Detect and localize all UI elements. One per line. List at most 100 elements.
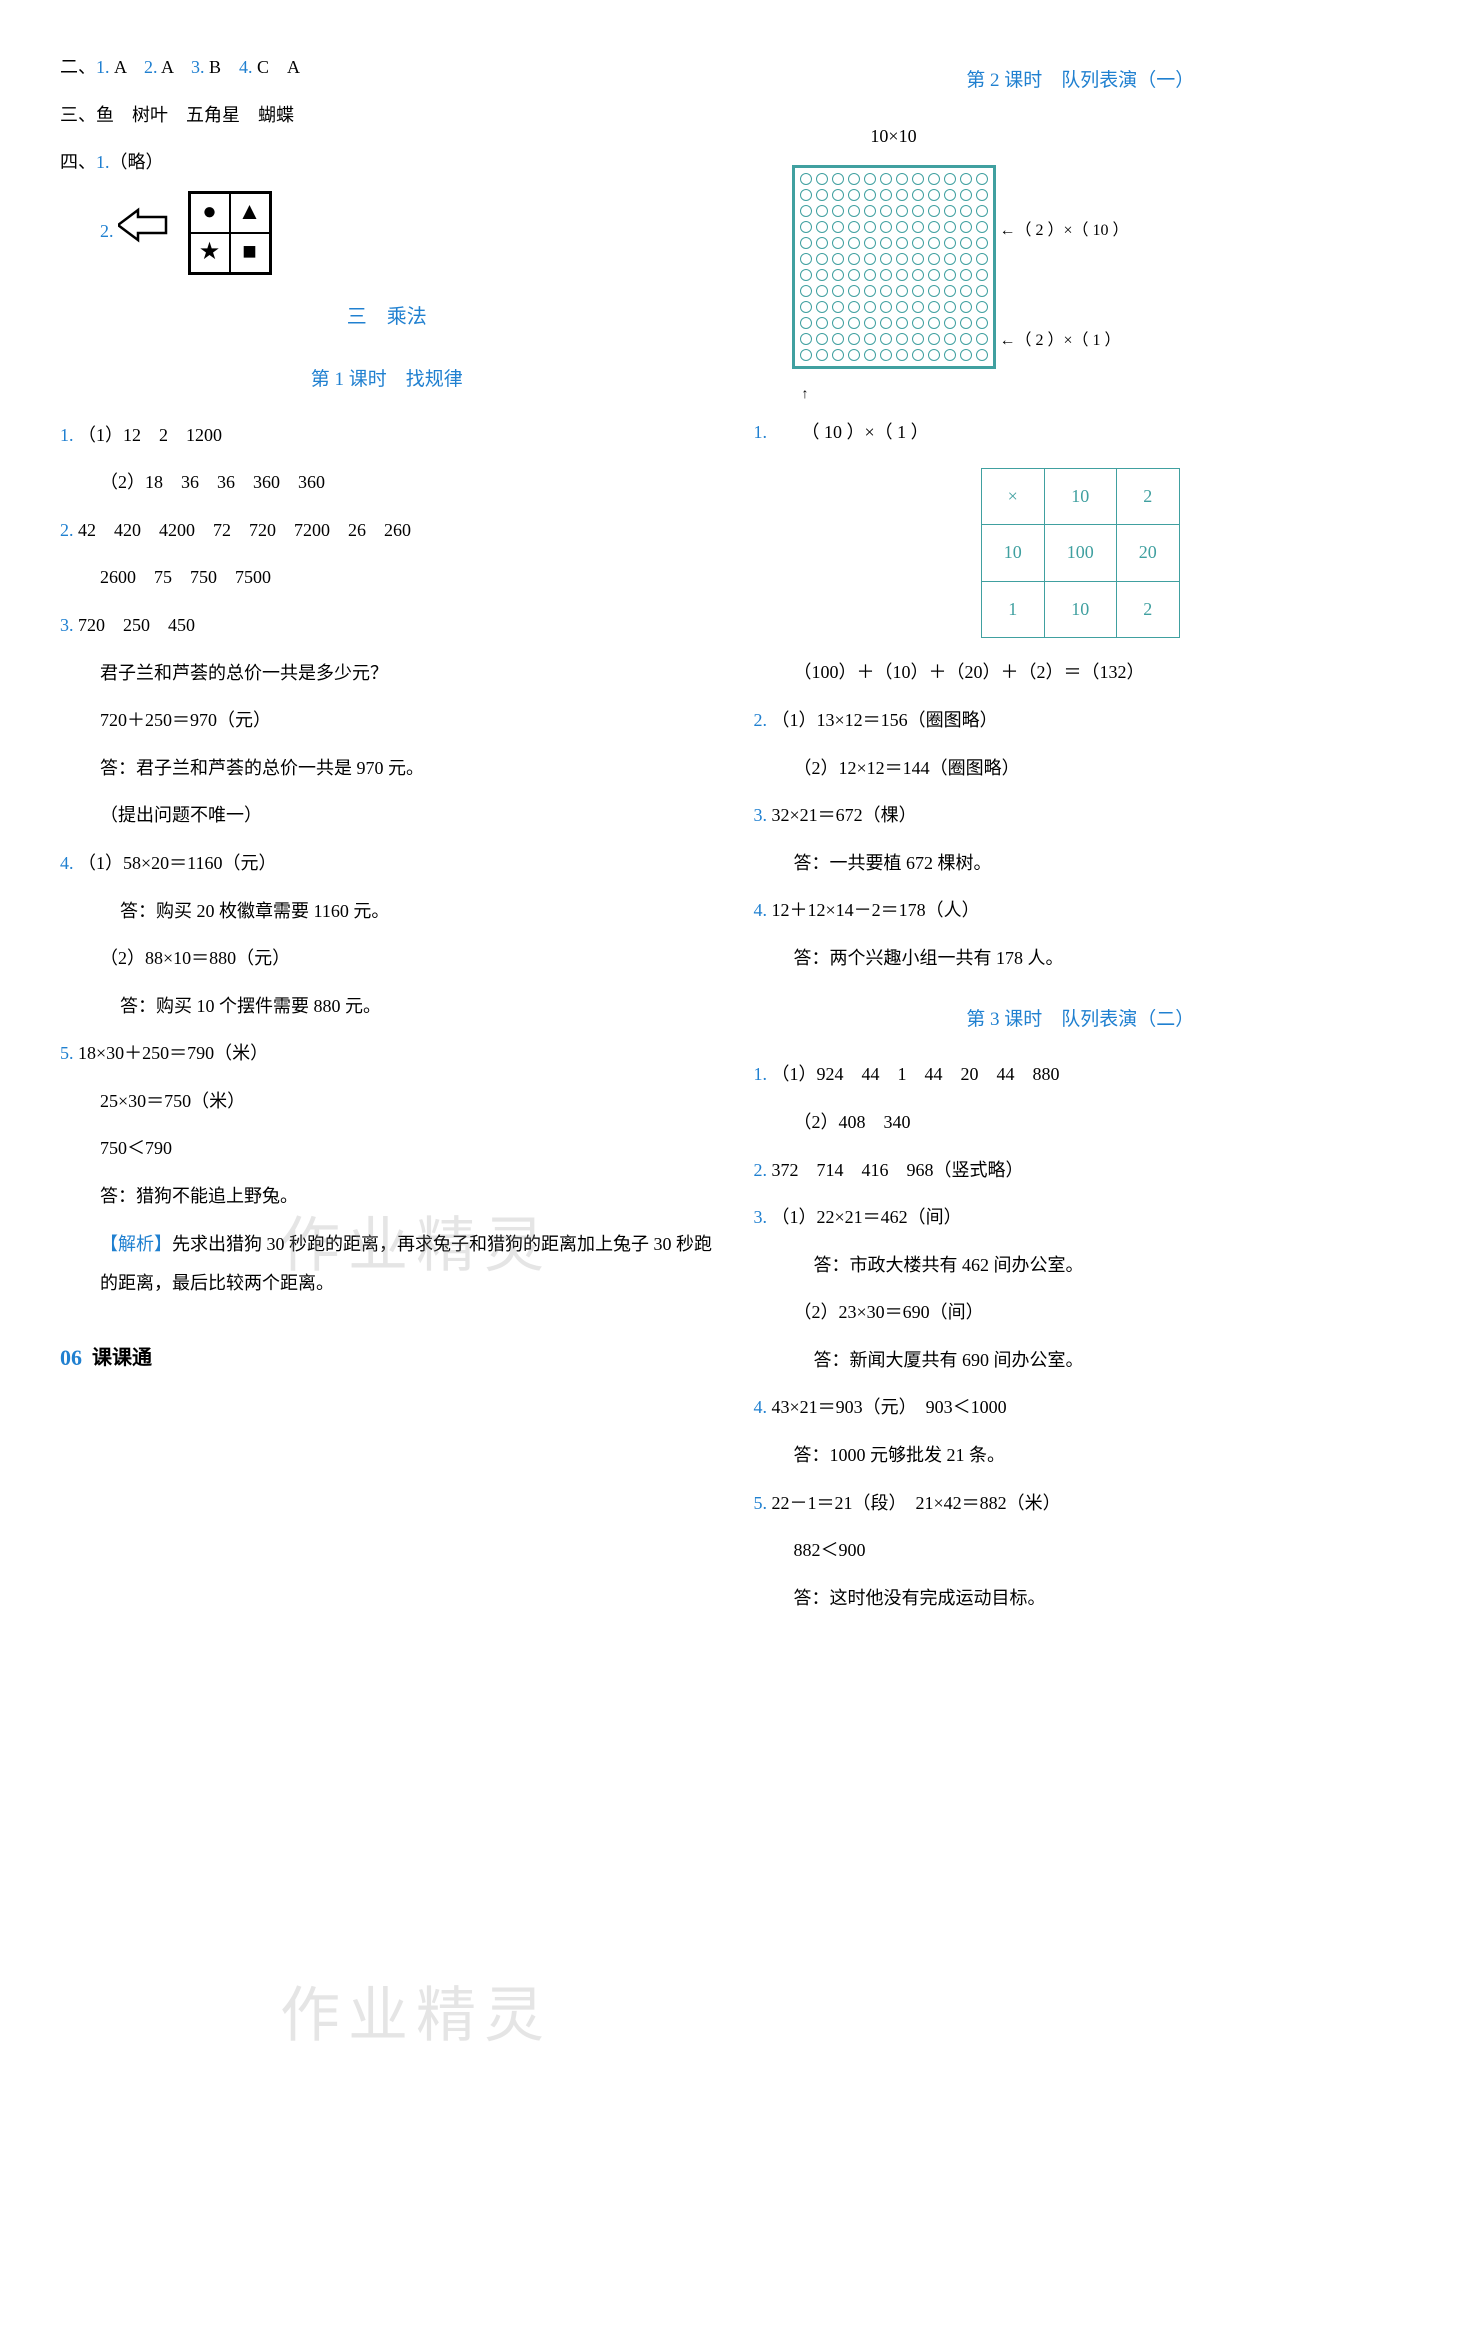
- shape-square-icon: ■: [230, 233, 270, 273]
- dot-icon: [976, 189, 988, 201]
- dot-icon: [960, 333, 972, 345]
- grid-right2: ←（ 2 ）×（ 1 ）: [1000, 323, 1121, 358]
- q4-1b: 答：购买 20 枚徽章需要 1160 元。: [60, 892, 714, 932]
- q3-a: 3. 720 250 450: [60, 606, 714, 646]
- dot-icon: [944, 285, 956, 297]
- dot-icon: [896, 189, 908, 201]
- s5-a: 5. 22－1＝21（段） 21×42＝882（米）: [754, 1484, 1408, 1524]
- dot-icon: [832, 205, 844, 217]
- dot-icon: [832, 189, 844, 201]
- dot-icon: [800, 253, 812, 265]
- r3-a: 3. 32×21＝672（棵）: [754, 796, 1408, 836]
- r3-b: 答：一共要植 672 棵树。: [754, 844, 1408, 884]
- dot-icon: [864, 205, 876, 217]
- t: 720 250 450: [78, 615, 195, 635]
- dot-icon: [800, 237, 812, 249]
- dot-icon: [848, 253, 860, 265]
- s3-2b: 答：新闻大厦共有 690 间办公室。: [754, 1341, 1408, 1381]
- t: 18×30＋250＝790（米）: [78, 1043, 268, 1063]
- n3: 3.: [191, 57, 205, 77]
- dot-icon: [960, 205, 972, 217]
- s1-2: （2）408 340: [754, 1103, 1408, 1143]
- analysis-text: 先求出猎狗 30 秒跑的距离，再求兔子和猎狗的距离加上兔子 30 秒跑的距离，最…: [100, 1234, 712, 1294]
- dot-icon: [928, 205, 940, 217]
- dot-icon: [976, 349, 988, 361]
- dot-icon: [928, 269, 940, 281]
- dot-icon: [896, 301, 908, 313]
- n1: 1.: [96, 57, 110, 77]
- dot-icon: [864, 317, 876, 329]
- dot-icon: [832, 349, 844, 361]
- dot-icon: [816, 205, 828, 217]
- dot-icon: [928, 173, 940, 185]
- dot-icon: [976, 333, 988, 345]
- dot-icon: [880, 349, 892, 361]
- dot-icon: [864, 253, 876, 265]
- q5-d: 答：猎狗不能追上野兔。: [60, 1177, 714, 1217]
- dot-icon: [960, 221, 972, 233]
- dot-icon: [800, 189, 812, 201]
- n: 1.: [96, 152, 110, 172]
- dot-icon: [832, 173, 844, 185]
- dot-icon: [928, 285, 940, 297]
- dot-icon: [912, 189, 924, 201]
- lesson1-title: 第 1 课时 找规律: [60, 359, 714, 401]
- shape-star-icon: ★: [190, 233, 230, 273]
- dot-icon: [864, 301, 876, 313]
- dot-icon: [928, 221, 940, 233]
- dot-icon: [832, 269, 844, 281]
- dot-icon: [800, 333, 812, 345]
- dot-icon: [928, 349, 940, 361]
- dot-icon: [816, 237, 828, 249]
- n4: 4.: [239, 57, 253, 77]
- dot-icon: [912, 349, 924, 361]
- dot-icon: [800, 269, 812, 281]
- dot-icon: [960, 285, 972, 297]
- dot-icon: [896, 221, 908, 233]
- dot-icon: [928, 237, 940, 249]
- dot-icon: [976, 285, 988, 297]
- n2: 2.: [144, 57, 158, 77]
- dot-icon: [944, 301, 956, 313]
- r4-a: 4. 12＋12×14－2＝178（人）: [754, 891, 1408, 931]
- row-san: 三、鱼 树叶 五角星 蝴蝶: [60, 96, 714, 136]
- dot-icon: [864, 173, 876, 185]
- row-er: 二、1. A 2. A 3. B 4. C A: [60, 48, 714, 88]
- dot-icon: [896, 349, 908, 361]
- s3-1a: 3. （1）22×21＝462（间）: [754, 1198, 1408, 1238]
- q5-b: 25×30＝750（米）: [60, 1082, 714, 1122]
- dot-icon: [928, 253, 940, 265]
- dot-icon: [864, 221, 876, 233]
- t: （1）58×20＝1160（元）: [78, 853, 276, 873]
- t: （ 10 ）×（ 1 ）: [802, 422, 929, 442]
- t: （1）12 2 1200: [78, 425, 222, 445]
- dot-icon: [880, 205, 892, 217]
- dot-icon: [912, 221, 924, 233]
- dot-icon: [896, 333, 908, 345]
- q4-1a: 4. （1）58×20＝1160（元）: [60, 844, 714, 884]
- cell: 10: [981, 525, 1044, 582]
- r4-b: 答：两个兴趣小组一共有 178 人。: [754, 939, 1408, 979]
- dot-icon: [800, 317, 812, 329]
- watermark-icon: 作业精灵: [280, 1950, 552, 2082]
- dot-icon: [960, 317, 972, 329]
- dot-icon: [944, 221, 956, 233]
- dot-icon: [816, 221, 828, 233]
- dot-icon: [928, 333, 940, 345]
- label: 2.: [100, 221, 114, 241]
- t: （1）924 44 1 44 20 44 880: [772, 1064, 1060, 1084]
- dot-icon: [800, 349, 812, 361]
- t: 22－1＝21（段） 21×42＝882（米）: [772, 1493, 1061, 1513]
- arrow-left-icon: [118, 205, 168, 260]
- dot-icon: [880, 173, 892, 185]
- footer-text: 课课通: [92, 1336, 152, 1380]
- dot-icon: [816, 349, 828, 361]
- cell: 100: [1044, 525, 1116, 582]
- dot-icon: [816, 301, 828, 313]
- dot-icon: [848, 317, 860, 329]
- dot-icon: [848, 333, 860, 345]
- dot-grid: [792, 165, 996, 369]
- dot-icon: [816, 173, 828, 185]
- cell: 20: [1116, 525, 1179, 582]
- dot-icon: [960, 253, 972, 265]
